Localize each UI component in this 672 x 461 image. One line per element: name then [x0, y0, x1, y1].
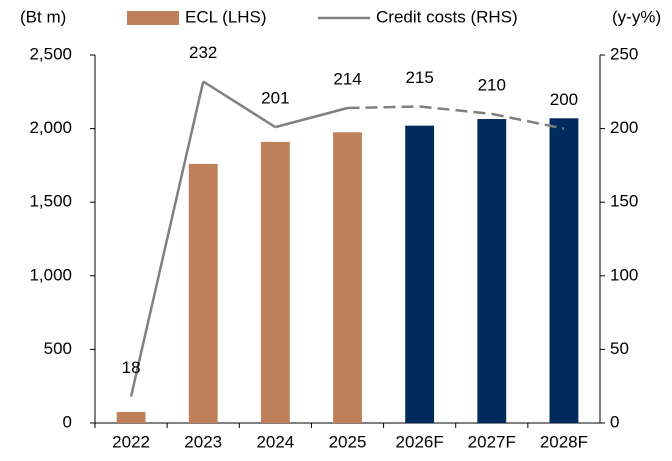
x-tick-label: 2024 [256, 432, 294, 451]
y2-tick-label: 50 [610, 339, 629, 358]
y2-tick-label: 150 [610, 192, 638, 211]
y-tick-label: 2,500 [29, 44, 72, 63]
bar [116, 411, 146, 423]
y2-tick-label: 250 [610, 44, 638, 63]
y2-tick-label: 100 [610, 265, 638, 284]
y-tick-label: 2,000 [29, 118, 72, 137]
bar [333, 132, 362, 423]
y-tick-label: 0 [63, 412, 72, 431]
bar [549, 118, 579, 424]
data-label: 232 [189, 43, 217, 62]
y-tick-label: 1,500 [29, 192, 72, 211]
legend-swatch [127, 11, 179, 25]
bar [188, 163, 218, 424]
legend-label: Credit costs (RHS) [376, 7, 518, 26]
line-segment [129, 81, 205, 397]
y-tick-label: 1,000 [29, 265, 72, 284]
x-tick-label: 2026F [396, 432, 444, 451]
line-segment [202, 80, 277, 129]
x-tick-label: 2025 [329, 432, 367, 451]
x-tick-label: 2028F [540, 432, 588, 451]
x-tick-label: 2027F [468, 432, 516, 451]
data-label: 214 [333, 69, 361, 88]
y-tick-label: 500 [44, 339, 72, 358]
y2-tick-label: 200 [610, 118, 638, 137]
data-label: 210 [478, 75, 506, 94]
y-axis-label: (Bt m) [20, 7, 66, 26]
data-label: 18 [122, 358, 141, 377]
y2-tick-label: 0 [610, 412, 619, 431]
line-segment [275, 106, 348, 129]
line-segment [347, 105, 420, 110]
bar [477, 119, 507, 424]
data-label: 201 [261, 89, 289, 108]
y2-axis-label: (y-y%) [612, 7, 661, 26]
bar [405, 125, 435, 423]
line-segment [419, 105, 492, 116]
x-tick-label: 2022 [112, 432, 150, 451]
line-segment [491, 112, 565, 130]
data-label: 200 [550, 90, 578, 109]
legend-label: ECL (LHS) [185, 7, 267, 26]
x-tick-label: 2023 [184, 432, 222, 451]
bar [260, 141, 290, 423]
data-label: 215 [405, 68, 433, 87]
